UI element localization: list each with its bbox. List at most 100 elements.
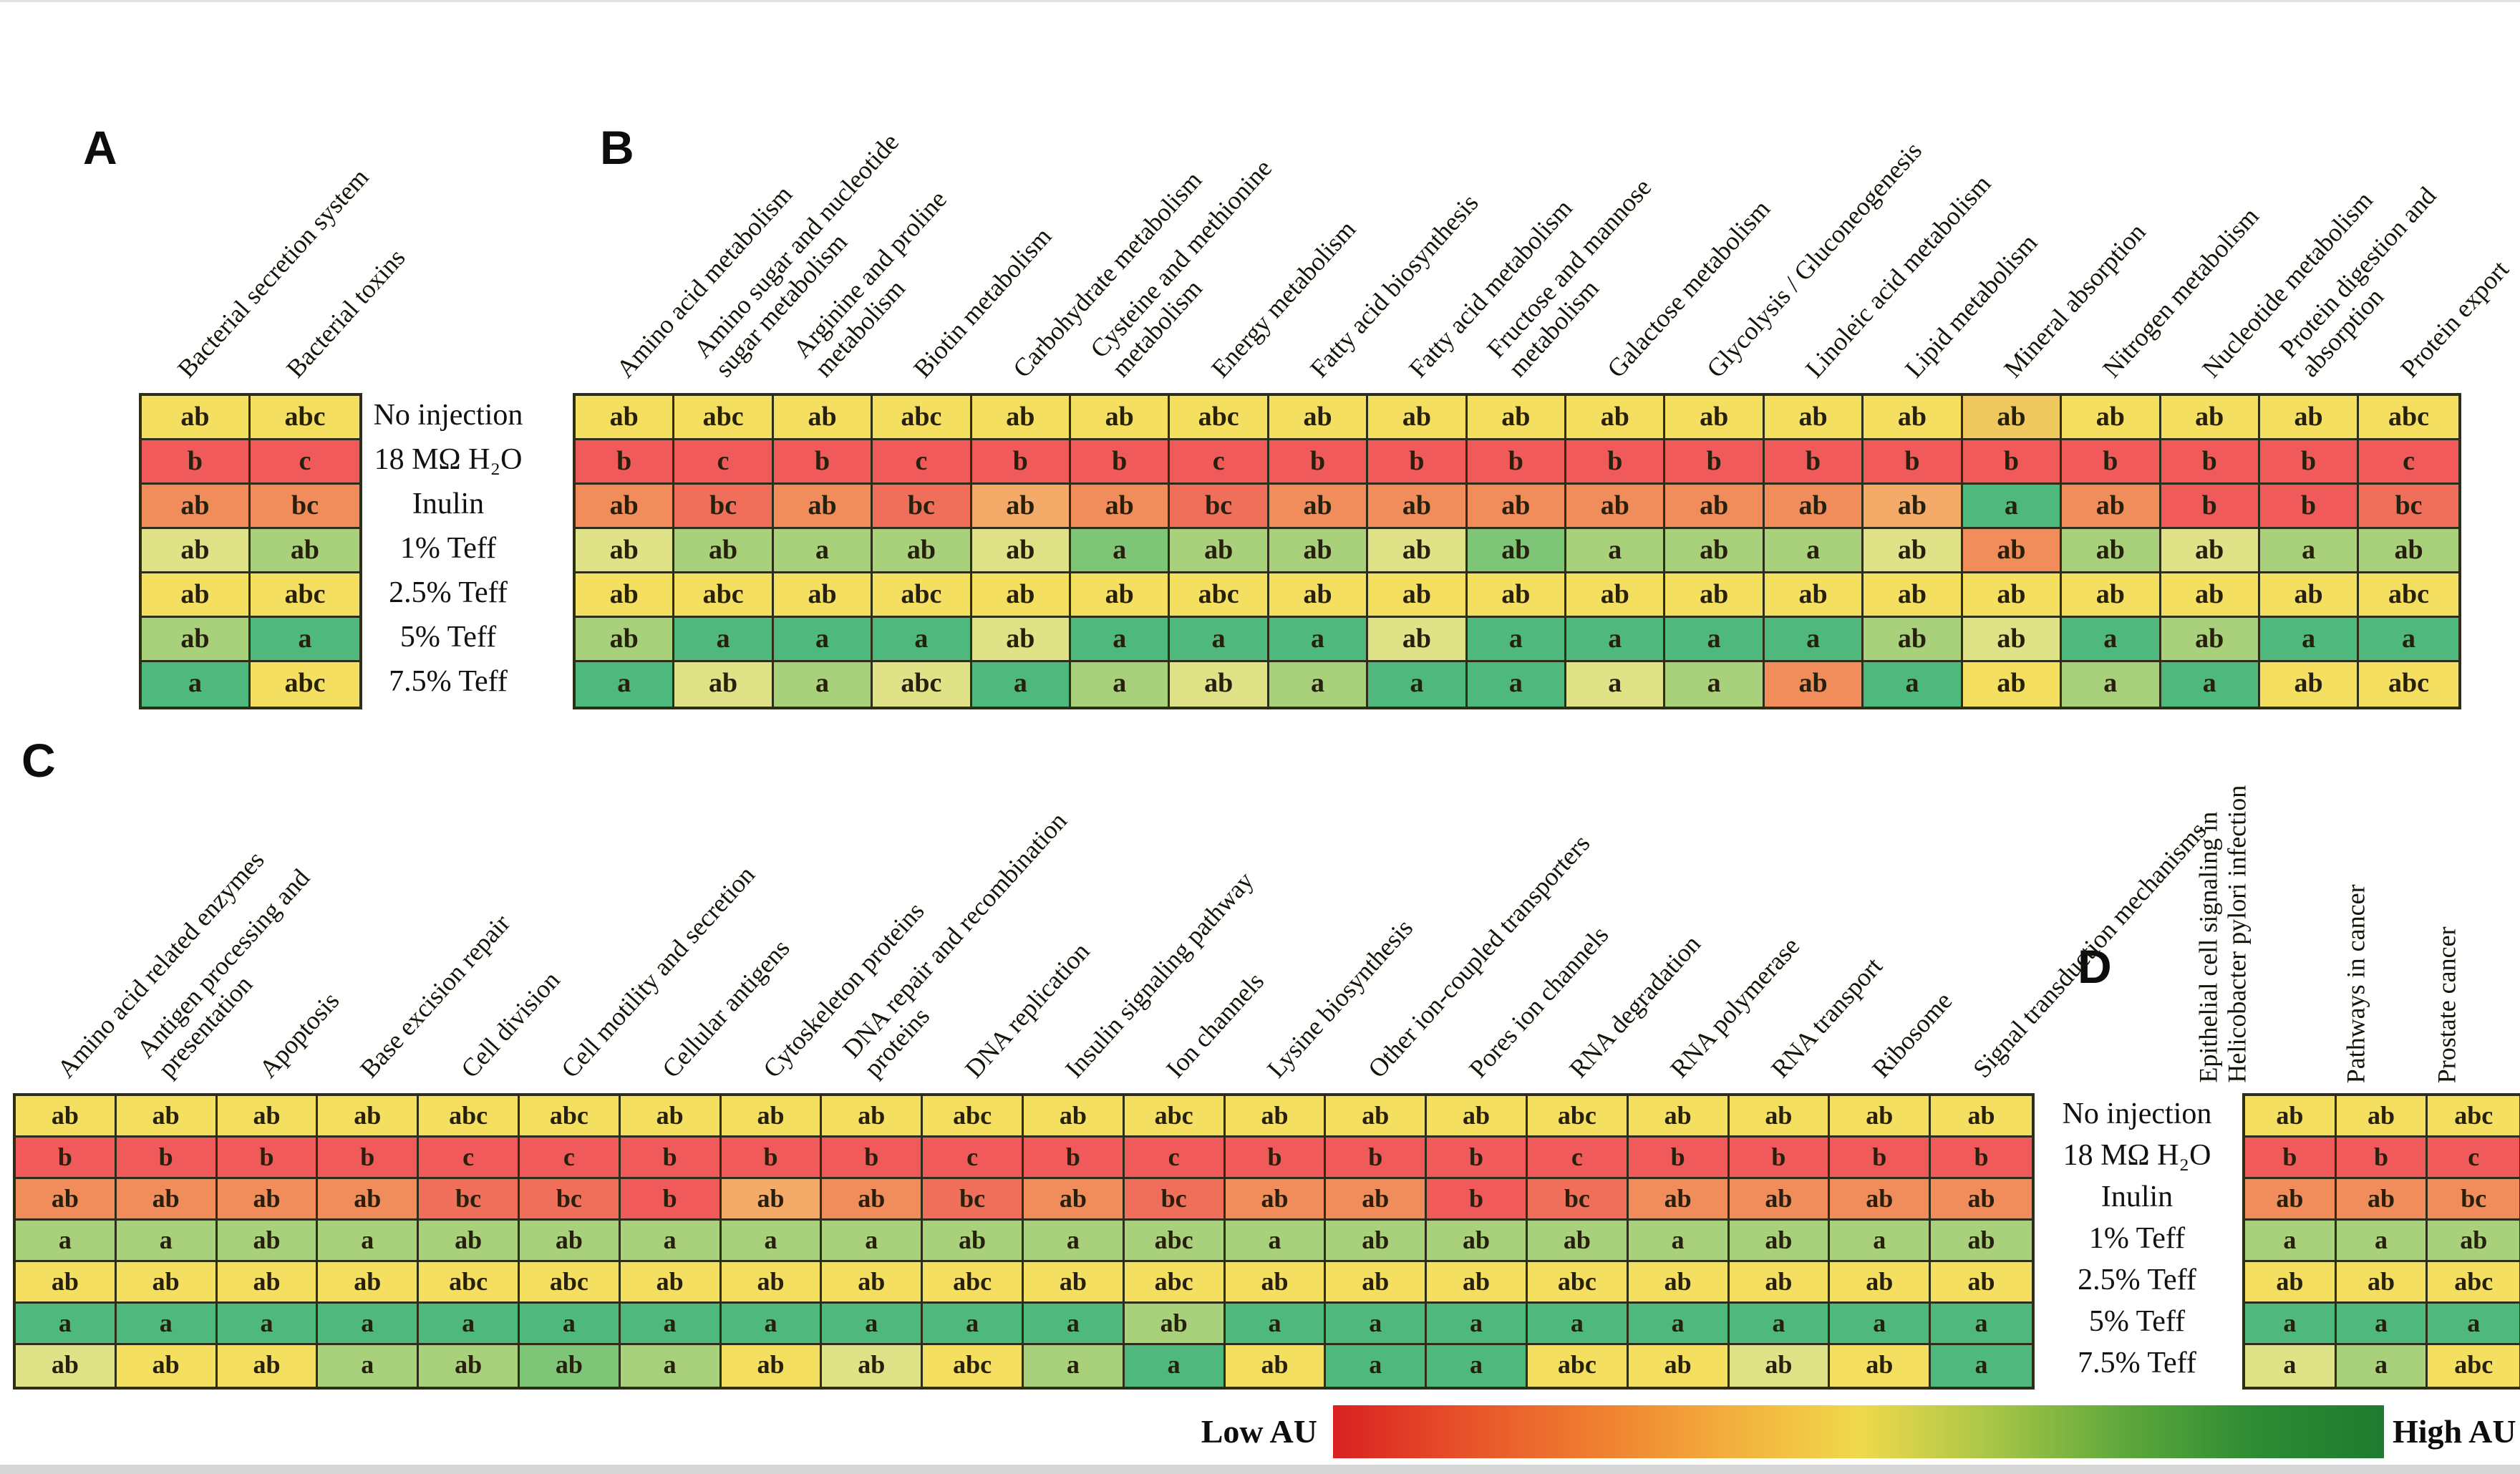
heatmap-cell: ab xyxy=(1269,485,1369,529)
heatmap-cell: ab xyxy=(1427,1096,1528,1138)
heatmap-cell: b xyxy=(116,1138,218,1179)
heatmap-cell: ab xyxy=(2062,485,2161,529)
heatmap-cell: b xyxy=(773,440,873,485)
heatmap-cell: ab xyxy=(116,1345,218,1387)
heatmap-cell: ab xyxy=(1467,485,1567,529)
heatmap-cell: ab xyxy=(822,1179,924,1221)
heatmap-cell: a xyxy=(620,1304,722,1345)
heatmap-cell: ab xyxy=(1170,529,1269,573)
heatmap-cell: a xyxy=(1931,1304,2032,1345)
heatmap-cell: ab xyxy=(1124,1304,1226,1345)
heatmap-cell: b xyxy=(1729,1138,1831,1179)
heatmap-cell: a xyxy=(1023,1304,1125,1345)
heatmap-cell: abc xyxy=(1527,1345,1629,1387)
heatmap-cell: ab xyxy=(1326,1221,1428,1262)
heatmap-cell: a xyxy=(2359,618,2458,662)
row-label: Inulin xyxy=(2100,1180,2174,1213)
heatmap-cell: a xyxy=(576,662,675,707)
heatmap-cell: ab xyxy=(1467,396,1567,440)
heatmap-cell: ab xyxy=(1864,396,1963,440)
heatmap-cell: abc xyxy=(1124,1096,1226,1138)
heatmap-cell: a xyxy=(217,1304,319,1345)
column-header: Ion channels xyxy=(1160,966,1270,1083)
heatmap-cell: ab xyxy=(822,1345,924,1387)
heatmap-cell: ab xyxy=(2259,662,2360,707)
column-header: Ribosome xyxy=(1866,986,1958,1083)
heatmap-cell: b xyxy=(1864,440,1963,485)
row-label: No injection xyxy=(373,399,523,432)
heatmap-cell: ab xyxy=(2359,529,2458,573)
heatmap-cell: b xyxy=(2336,1138,2428,1179)
heatmap-cell: ab xyxy=(576,485,675,529)
heatmap-cell: abc xyxy=(519,1096,621,1138)
heatmap-cell: abc xyxy=(873,396,972,440)
heatmap-cell: abc xyxy=(1527,1096,1629,1138)
heatmap-cell: ab xyxy=(1931,1221,2032,1262)
heatmap-cell: ab xyxy=(1023,1096,1125,1138)
row-label: Inulin xyxy=(412,488,485,520)
heatmap-cell: b xyxy=(142,440,251,485)
heatmap-cell: ab xyxy=(721,1096,823,1138)
heatmap-cell: ab xyxy=(721,1179,823,1221)
heatmap-cell: ab xyxy=(1225,1345,1327,1387)
heatmap-cell: b xyxy=(1269,440,1369,485)
heatmap-cell: abc xyxy=(923,1262,1024,1304)
heatmap-cell: a xyxy=(2259,529,2360,573)
heatmap-cell: b xyxy=(1225,1138,1327,1179)
heatmap-cell: a xyxy=(1269,618,1369,662)
heatmap-cell: ab xyxy=(1864,529,1963,573)
heatmap-cell: ab xyxy=(16,1179,117,1221)
heatmap-cell: abc xyxy=(251,573,359,618)
row-label: 5% Teff xyxy=(2088,1305,2186,1338)
heatmap-cell: abc xyxy=(2428,1262,2520,1304)
heatmap-cell: a xyxy=(1628,1304,1730,1345)
heatmap-cell: ab xyxy=(1326,1179,1428,1221)
heatmap-cell: a xyxy=(1566,662,1666,707)
heatmap-cell: ab xyxy=(2062,529,2161,573)
heatmap-cell: ab xyxy=(1427,1221,1528,1262)
heatmap-cell: bc xyxy=(519,1179,621,1221)
heatmap-cell: a xyxy=(2245,1345,2337,1387)
heatmap-cell: ab xyxy=(721,1262,823,1304)
heatmap-cell: ab xyxy=(971,529,1072,573)
heatmap-cell: b xyxy=(1427,1138,1528,1179)
heatmap-cell: ab xyxy=(1962,396,2063,440)
row-label: 7.5% Teff xyxy=(2078,1347,2196,1380)
heatmap-cell: ab xyxy=(1665,573,1765,618)
heatmap-cell: ab xyxy=(1368,485,1468,529)
heatmap-cell: abc xyxy=(2359,396,2458,440)
heatmap-cell: a xyxy=(1830,1304,1932,1345)
heatmap-cell: ab xyxy=(217,1179,319,1221)
heatmap-cell: abc xyxy=(873,662,972,707)
heatmap-cell: ab xyxy=(318,1262,420,1304)
heatmap-cell: a xyxy=(1023,1345,1125,1387)
panel-letter-b: B xyxy=(600,121,634,174)
heatmap-cell: ab xyxy=(1931,1096,2032,1138)
heatmap-cell: b xyxy=(1665,440,1765,485)
column-header: Apoptosis xyxy=(253,986,345,1083)
heatmap-cell: ab xyxy=(2161,573,2260,618)
heatmap-cell: a xyxy=(1269,662,1369,707)
heatmap-cell: ab xyxy=(2336,1096,2428,1138)
heatmap-cell: bc xyxy=(1170,485,1269,529)
heatmap-cell: ab xyxy=(1628,1096,1730,1138)
heatmap-cell: c xyxy=(1170,440,1269,485)
heatmap-cell: ab xyxy=(142,618,251,662)
heatmap-cell: ab xyxy=(1566,396,1666,440)
heatmap-cell: a xyxy=(2336,1221,2428,1262)
heatmap-cell: a xyxy=(1764,529,1864,573)
heatmap-cell: ab xyxy=(576,529,675,573)
heatmap-cell: ab xyxy=(1729,1262,1831,1304)
heatmap-cell: ab xyxy=(576,573,675,618)
heatmap-cell: b xyxy=(620,1179,722,1221)
heatmap-cell: b xyxy=(1566,440,1666,485)
heatmap-cell: bc xyxy=(923,1179,1024,1221)
heatmap-cell: a xyxy=(721,1304,823,1345)
heatmap-cell: ab xyxy=(1665,485,1765,529)
heatmap-table-b: ab abc ab abc ab ab abc ab ab ab ab ab ab ab ab ab ab ab a… xyxy=(573,393,2461,709)
heatmap-cell: a xyxy=(1071,618,1171,662)
heatmap-cell: ab xyxy=(773,396,873,440)
heatmap-cell: ab xyxy=(773,573,873,618)
heatmap-cell: b xyxy=(217,1138,319,1179)
